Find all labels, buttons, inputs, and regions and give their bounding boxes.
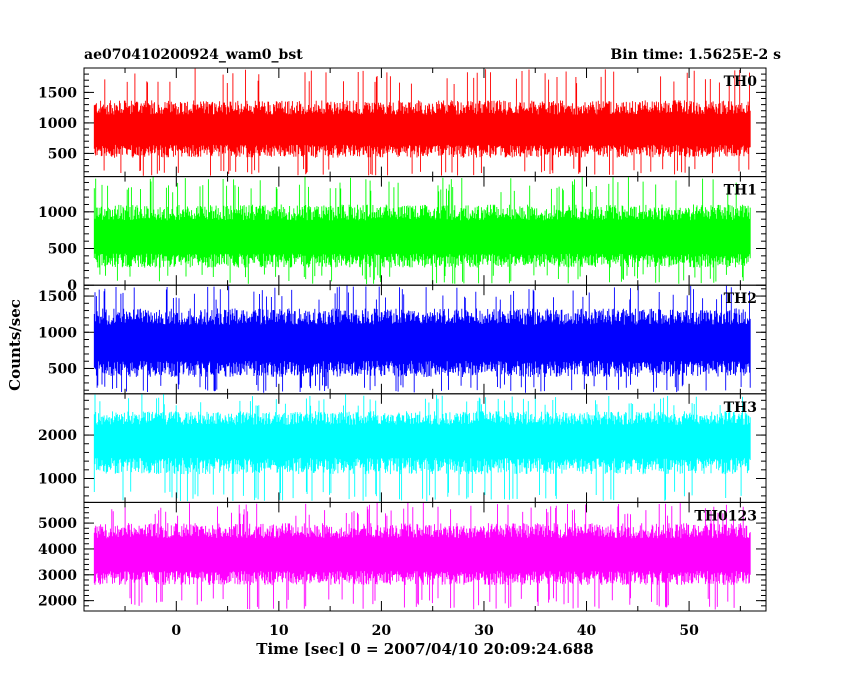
x-tick-label: 10 [269,623,289,639]
trace-th3 [93,393,751,502]
trace-th1 [93,177,751,285]
trace-th0 [93,68,751,176]
y-tick-label: 500 [48,146,77,162]
bin-time-label: Bin time: 1.5625E-2 s [610,47,781,63]
panel-frame-th0123 [83,501,767,612]
x-tick-label: 0 [171,623,181,639]
y-tick-label: 500 [48,242,77,258]
y-tick-label: 1000 [38,472,77,488]
y-tick-label: 1000 [38,116,77,132]
band-label-th0123: TH0123 [694,508,757,524]
y-axis-title: Counts/sec [6,299,24,391]
y-tick-label: 2000 [38,594,77,610]
x-tick-label: 40 [577,623,597,639]
y-tick-label: 0 [67,278,77,294]
x-tick-label: 50 [679,623,699,639]
band-label-th3: TH3 [724,400,757,416]
x-axis-title: Time [sec] 0 = 2007/04/10 20:09:24.688 [256,640,593,658]
y-tick-label: 2000 [38,428,77,444]
trace-th0123 [93,502,751,610]
y-tick-label: 1000 [38,325,77,341]
chart-title: ae070410200924_wam0_bst [84,47,303,63]
y-tick-label: 3000 [38,568,77,584]
x-tick-label: 30 [474,623,494,639]
band-label-th0: TH0 [724,74,758,90]
x-tick-label: 20 [372,623,392,639]
panels-group: TH050010001500TH105001000TH250010001500T… [38,67,767,639]
y-tick-label: 1500 [38,289,77,305]
y-tick-label: 5000 [38,516,77,532]
y-tick-label: 1000 [38,205,77,221]
y-tick-label: 1500 [38,85,77,101]
band-label-th1: TH1 [724,183,757,199]
y-tick-label: 500 [48,361,77,377]
band-label-th2: TH2 [724,291,757,307]
y-tick-label: 4000 [38,542,77,558]
trace-th2 [93,285,751,393]
